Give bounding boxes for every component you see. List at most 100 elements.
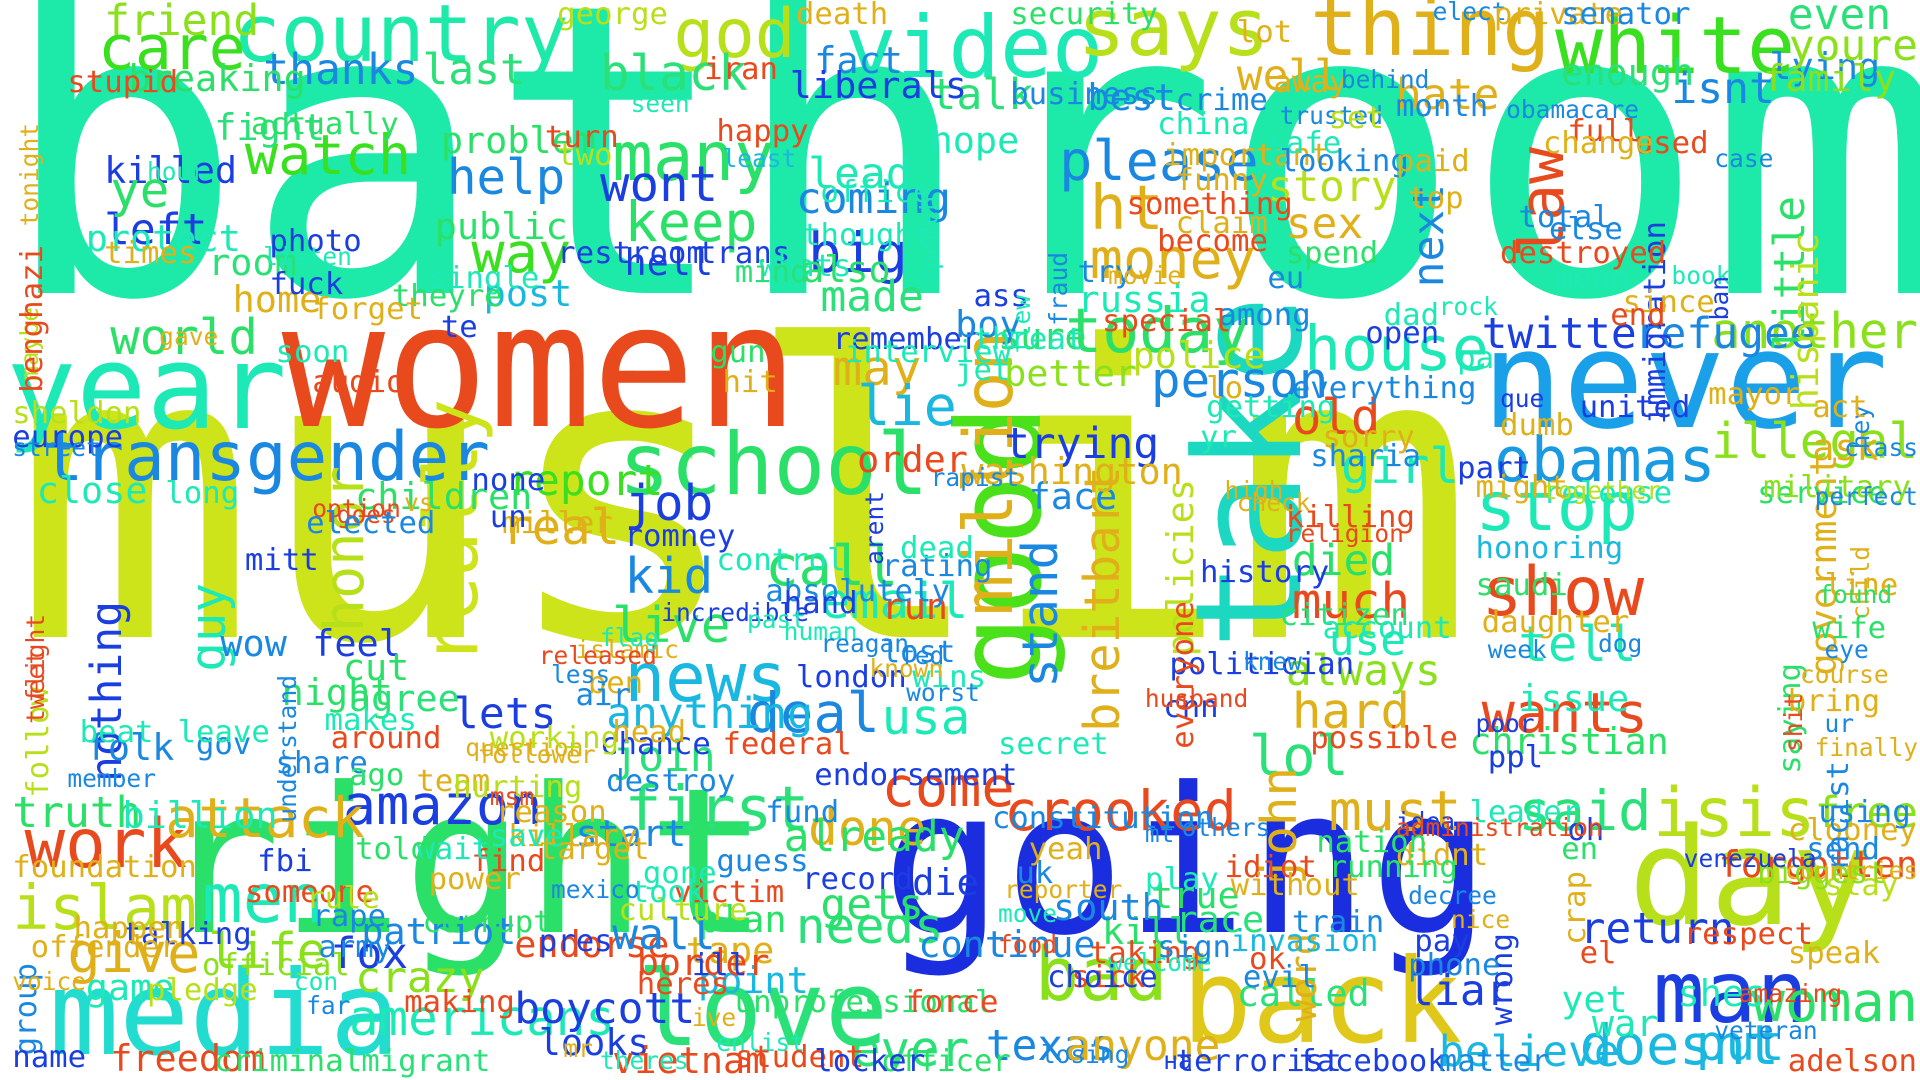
word-human: human: [783, 616, 858, 646]
word-less: less: [551, 659, 611, 689]
word-invasion: invasion: [1230, 923, 1379, 959]
word-real: real: [502, 498, 621, 557]
word-everything: everything: [1291, 371, 1477, 407]
word-thought: thought: [802, 217, 932, 253]
word-agree: agree: [348, 677, 460, 721]
word-known: known: [869, 653, 944, 683]
word-public: public: [434, 204, 568, 248]
word-money: money: [1089, 228, 1257, 293]
word-pay: pay: [1414, 923, 1470, 959]
word-london: london: [795, 659, 907, 695]
word-feel: feel: [312, 621, 401, 665]
word-wins: wins: [912, 659, 987, 695]
word-anything: anything: [606, 689, 813, 740]
word-record: record: [802, 862, 913, 898]
word-pa: pa: [1457, 340, 1495, 376]
word-crazy: crazy: [355, 953, 485, 1004]
word-federal: federal: [722, 727, 852, 763]
word-kill: kill: [1102, 910, 1191, 954]
word-ht: ht: [1089, 172, 1164, 244]
word-option: option: [312, 494, 401, 524]
word-el: el: [1579, 935, 1617, 971]
word-story: story: [1267, 161, 1397, 212]
word-paid: paid: [1395, 144, 1470, 180]
word-back: back: [1181, 935, 1463, 1070]
word-man: man: [1653, 943, 1809, 1044]
word-absolutely: absolutely: [765, 573, 950, 609]
word-enlist: enlist: [716, 1027, 805, 1057]
word-endorsement: endorsement: [814, 757, 1018, 793]
word-world: world: [110, 307, 258, 366]
word-important: important: [1163, 138, 1330, 174]
word-speech: speech: [915, 196, 945, 285]
word-try: try: [1077, 254, 1133, 290]
word-men: men: [202, 859, 324, 939]
word-theres: theres: [600, 1046, 689, 1076]
word-working: working: [489, 721, 620, 757]
word-official: official: [202, 948, 350, 984]
word-boy: boy: [955, 302, 1022, 346]
word-makes: makes: [324, 702, 417, 738]
word-gone: gone: [642, 856, 717, 892]
word-another: another: [1711, 301, 1918, 360]
word-train: train: [1291, 905, 1385, 941]
word-end: end: [1610, 297, 1666, 333]
word-incredible: incredible: [661, 598, 809, 628]
word-eye: eye: [1824, 635, 1869, 665]
word-pres: pres: [538, 923, 613, 959]
word-many: many: [612, 116, 775, 196]
word-hope: hope: [930, 118, 1020, 162]
word-ive: ive: [691, 1003, 737, 1033]
word-total: total: [1518, 199, 1611, 235]
word-women: women: [281, 267, 799, 468]
word-point: point: [697, 959, 809, 1003]
word-high: high: [1224, 475, 1284, 505]
word-sex: sex: [1285, 198, 1364, 249]
word-may: may: [832, 338, 922, 397]
word-made: made: [820, 272, 924, 323]
word-private: private: [1493, 0, 1624, 32]
word-sharia: sharia: [1310, 438, 1421, 474]
word-perfect: perfect: [1814, 481, 1918, 511]
word-media: media: [48, 947, 400, 1080]
word-service: service: [1757, 475, 1887, 511]
word-reagan: reagan: [820, 629, 910, 659]
word-today: today: [1065, 295, 1251, 367]
word-saudi: saudi: [1475, 567, 1568, 603]
word-destroy: destroy: [606, 764, 736, 800]
word-beat: beat: [79, 714, 154, 750]
word-released: released: [538, 641, 657, 671]
word-venezuela: venezuela: [1683, 843, 1817, 873]
word-first: first: [624, 774, 810, 846]
word-mind: mind: [734, 254, 809, 290]
word-offender: offender: [30, 929, 179, 965]
word-making: making: [404, 984, 515, 1020]
word-poor: poor: [1475, 708, 1535, 738]
word-welcome: welcome: [1108, 948, 1212, 978]
word-office: office: [820, 174, 932, 210]
word-lying: lying: [1769, 45, 1881, 89]
word-killing: killing: [1285, 500, 1415, 536]
word-respect: respect: [1683, 917, 1813, 953]
word-plan: plan: [697, 898, 787, 942]
word-rapist: rapist: [930, 463, 1020, 493]
word-lie: lie: [857, 375, 957, 440]
word-long: long: [165, 475, 240, 511]
word-coming: coming: [795, 173, 952, 224]
word-change: change: [1542, 125, 1654, 161]
word-crap: crap: [1558, 871, 1594, 946]
word-mean: mean: [1555, 260, 1629, 296]
word-te: te: [440, 309, 478, 345]
word-lot: lot: [1236, 15, 1293, 51]
word-something: something: [1126, 187, 1293, 223]
word-lo: lo: [1206, 371, 1244, 407]
word-thanks: thanks: [263, 45, 419, 96]
word-die: die: [912, 861, 979, 905]
word-washington: washington: [961, 450, 1183, 494]
word-theyre: theyre: [391, 279, 503, 315]
word-fact: fact: [814, 38, 903, 82]
word-vietnam: vietnam: [612, 1039, 768, 1080]
word-senator: senator: [1561, 0, 1691, 32]
word-lets: lets: [453, 689, 557, 740]
word-matter: matter: [1438, 1044, 1550, 1080]
